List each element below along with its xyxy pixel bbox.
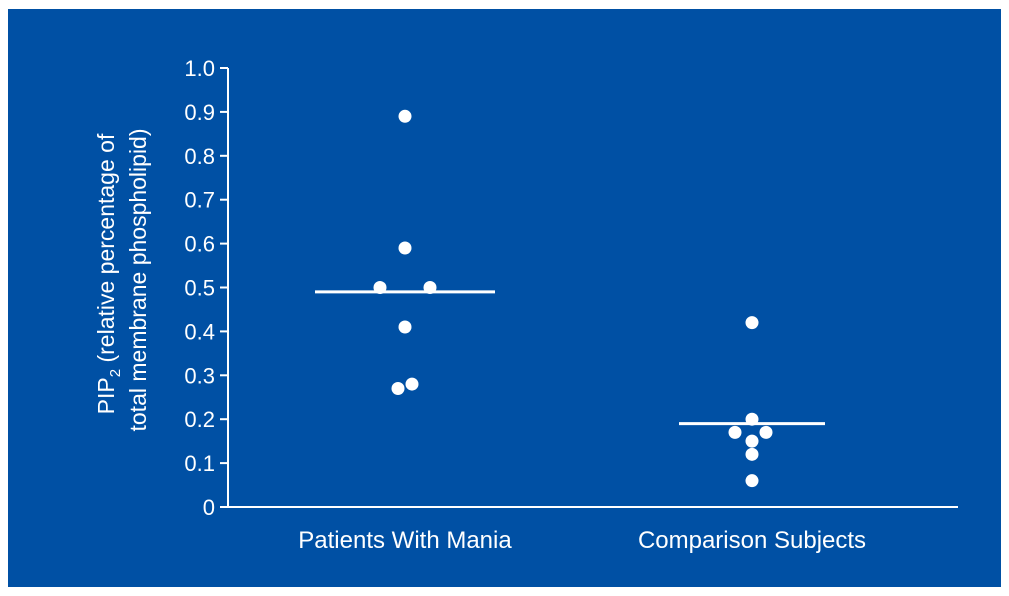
y-axis-title-line2: total membrane phospholipid): [125, 128, 151, 431]
y-tick-label: 0.5: [184, 276, 215, 301]
y-axis-title: PIP2 (relative percentage of total membra…: [93, 128, 151, 431]
y-tick-label: 0.3: [184, 363, 215, 388]
y-tick-label: 0.1: [184, 451, 215, 476]
data-point: [728, 425, 742, 439]
y-axis-title-line1: PIP2 (relative percentage of: [93, 133, 124, 414]
y-tick-label: 0.8: [184, 144, 215, 169]
data-point: [745, 434, 759, 448]
y-tick-label: 0.2: [184, 407, 215, 432]
data-point: [759, 425, 773, 439]
data-point: [398, 109, 412, 123]
data-point: [745, 447, 759, 461]
data-point: [398, 320, 412, 334]
data-point: [405, 377, 419, 391]
data-point: [391, 381, 405, 395]
y-tick-label: 0.9: [184, 100, 215, 125]
x-category-label: Comparison Subjects: [638, 527, 866, 554]
y-tick-label: 0.6: [184, 232, 215, 257]
data-point: [398, 241, 412, 255]
y-tick-label: 0: [203, 495, 215, 520]
chart-panel: [8, 9, 1001, 587]
data-point: [745, 316, 759, 330]
x-category-label: Patients With Mania: [298, 527, 512, 554]
y-tick-label: 0.7: [184, 188, 215, 213]
data-point: [745, 474, 759, 488]
y-tick-label: 0.4: [184, 319, 215, 344]
y-tick-label: 1.0: [184, 56, 215, 81]
